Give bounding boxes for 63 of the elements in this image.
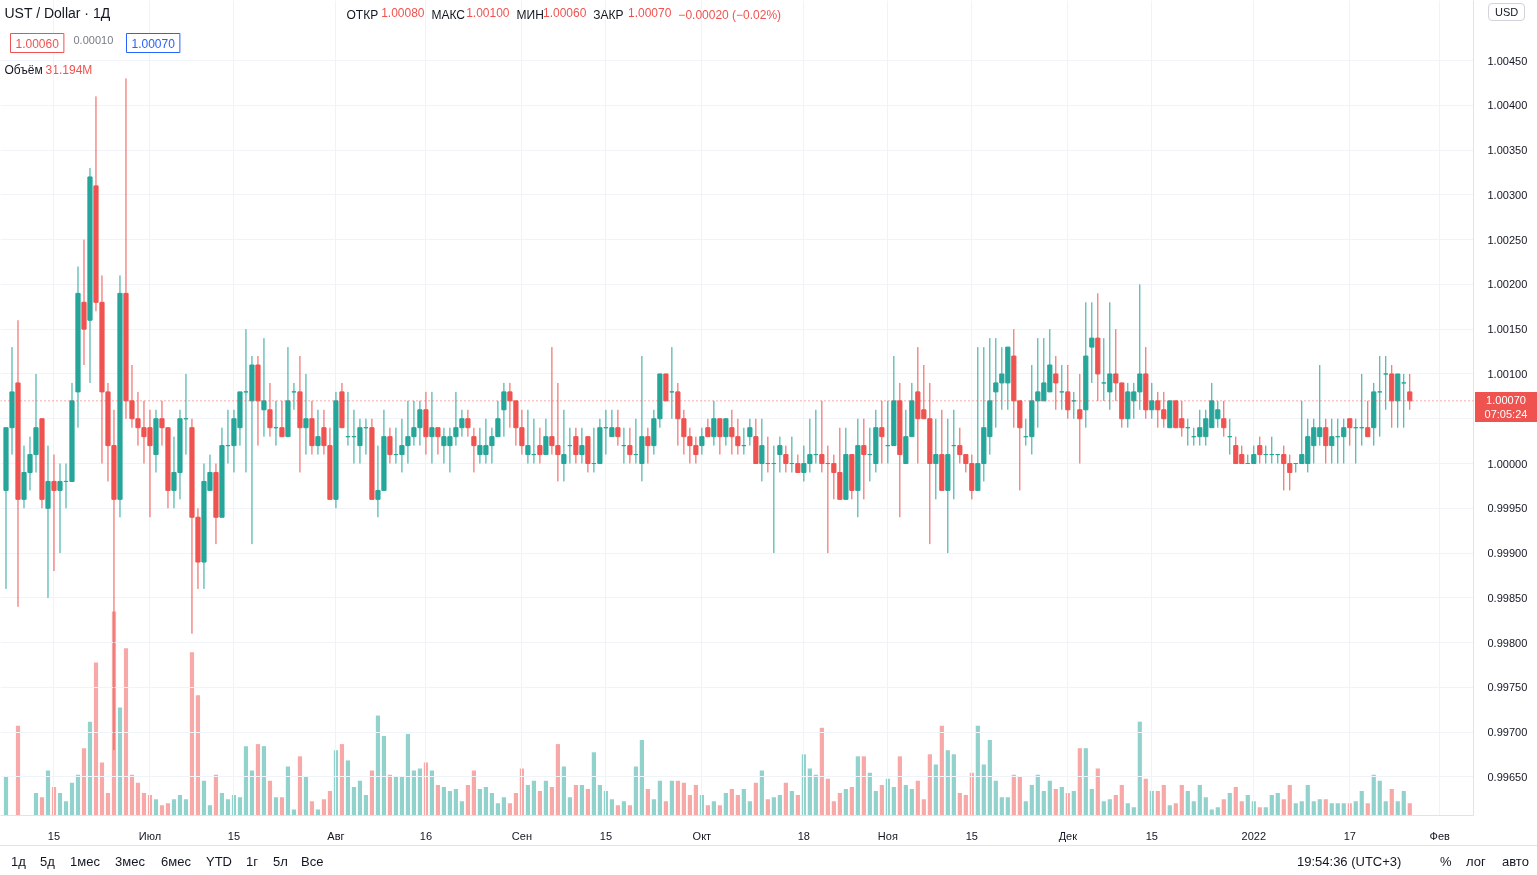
annotation: 1.00100	[466, 5, 510, 20]
y-tick-label: 1.00150	[1487, 323, 1528, 336]
y-tick-label: 1.00450	[1487, 54, 1528, 67]
annotation: 1.00060	[543, 5, 587, 20]
annotation: 1.00080	[381, 5, 425, 20]
x-tick-label: Авг	[327, 829, 345, 842]
x-tick-label: 17	[1343, 829, 1356, 842]
y-tick-label: 1.00250	[1487, 233, 1528, 246]
x-tick-label: 18	[797, 829, 810, 842]
y-tick-label: 0.99700	[1487, 726, 1528, 739]
x-tick-label: 2022	[1241, 829, 1267, 842]
x-tick-label: 16	[419, 829, 433, 842]
x-tick-label: Фев	[1429, 829, 1451, 842]
y-tick-label: 0.99950	[1487, 502, 1528, 515]
text: Все	[301, 854, 324, 869]
annotation: ОТКР	[346, 7, 379, 22]
x-tick-label: 15	[965, 829, 978, 842]
text: 1мес	[70, 854, 100, 869]
text: 1г	[246, 854, 258, 869]
chart-title: Объём	[4, 62, 43, 77]
x-tick-label: 15	[1145, 829, 1158, 842]
text: 6мес	[161, 854, 191, 869]
text: YTD	[206, 854, 232, 869]
annotation: 0.00010	[73, 33, 114, 46]
x-tick-label: Сен	[511, 829, 532, 842]
annotation: −0.00020 (−0.02%)	[678, 7, 782, 22]
y-tick-label: 0.99800	[1487, 636, 1528, 649]
y-tick-label: 0.99650	[1487, 770, 1528, 783]
annotation: 1.00070	[131, 36, 176, 51]
x-tick-label: Ноя	[877, 829, 898, 842]
y-tick-label: 0.99850	[1487, 591, 1528, 604]
text: 1д	[11, 854, 26, 869]
text: 5л	[273, 854, 288, 869]
y-tick-label: 1.00400	[1487, 99, 1528, 112]
chart-title: UST / Dollar · 1Д	[4, 4, 111, 21]
annotation: МАКС	[431, 7, 466, 22]
x-tick-label: 15	[599, 829, 613, 842]
y-tick-label: 0.99750	[1487, 681, 1528, 694]
y-tick-label: 1.00300	[1487, 188, 1528, 201]
annotation: 31.194M	[45, 62, 93, 77]
annotation: 1.00060	[15, 36, 60, 51]
x-tick-label: Июл	[138, 829, 162, 842]
annotation: ЗАКР	[593, 7, 624, 22]
x-tick-label: 15	[47, 829, 61, 842]
ref-line-label: 1.00070	[1485, 393, 1527, 407]
x-tick-label: Дек	[1058, 829, 1078, 842]
y-tick-label: 1.00100	[1487, 367, 1528, 380]
y-tick-label: 1.00000	[1487, 457, 1528, 470]
annotation: МИН	[516, 7, 544, 22]
text: %	[1440, 854, 1452, 869]
text: 3мес	[115, 854, 145, 869]
y-tick-label: 1.00350	[1487, 144, 1528, 157]
text: 5д	[40, 854, 55, 869]
x-tick-label: Окт	[692, 829, 712, 842]
y-tick-label: 1.00200	[1487, 278, 1528, 291]
text: 07:05:24	[1483, 407, 1529, 421]
x-tick-label: 15	[227, 829, 241, 842]
text: USD	[1488, 3, 1526, 21]
y-tick-label: 0.99900	[1487, 547, 1528, 560]
annotation: 1.00070	[628, 5, 672, 20]
text: 19:54:36 (UTC+3)	[1297, 854, 1402, 869]
text: лог	[1466, 854, 1486, 869]
text: авто	[1502, 854, 1529, 869]
